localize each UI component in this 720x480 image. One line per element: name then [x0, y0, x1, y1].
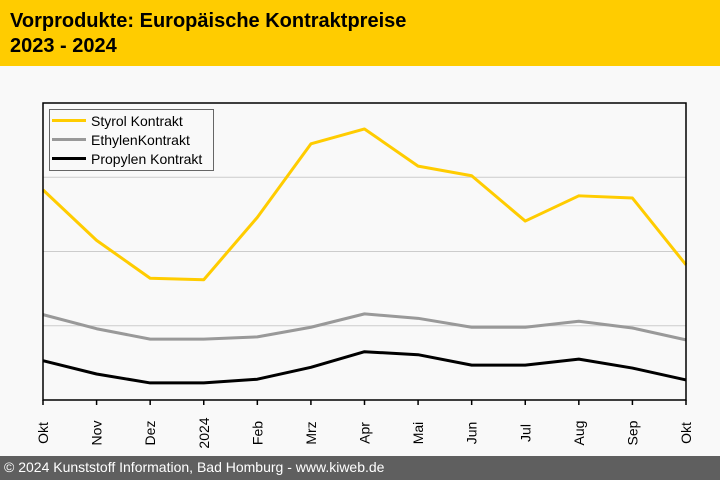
x-tick-label: Okt [678, 422, 694, 444]
title-line-2: 2023 - 2024 [10, 35, 117, 57]
x-tick-label: Aug [571, 421, 587, 446]
legend-item-propylen: Propylen Kontrakt [52, 149, 202, 168]
x-tick-label: Feb [249, 421, 265, 445]
title-line-1: Vorprodukte: Europäische Kontraktpreise [10, 10, 407, 32]
x-tick-label: Nov [89, 421, 105, 446]
page-title: Vorprodukte: Europäische Kontraktpreise … [10, 9, 406, 59]
x-tick-label: Mrz [303, 421, 319, 444]
legend-label-ethylen: EthylenKontrakt [91, 131, 190, 148]
chart-legend: Styrol Kontrakt EthylenKontrakt Propylen… [49, 109, 214, 171]
x-tick-label: Dez [142, 421, 158, 446]
legend-item-ethylen: EthylenKontrakt [52, 130, 190, 149]
x-tick-label: Mai [410, 422, 426, 445]
x-tick-label: Jul [517, 424, 533, 442]
legend-item-styrol: Styrol Kontrakt [52, 111, 183, 130]
series-line-1 [42, 312, 687, 342]
x-tick-label: Sep [624, 420, 640, 445]
x-tick-label: Okt [35, 422, 51, 444]
x-tick-label: Jun [464, 422, 480, 445]
x-tick-label: 2024 [196, 417, 212, 448]
line-chart: Okt Nov Dez 2024 Feb Mrz Apr Mai Jun Jul Aug Sep Okt [35, 102, 694, 449]
series-line-2 [42, 350, 687, 385]
header-banner: Vorprodukte: Europäische Kontraktpreise … [0, 0, 720, 66]
legend-label-propylen: Propylen Kontrakt [91, 150, 203, 167]
legend-swatch-propylen [52, 157, 86, 160]
legend-swatch-ethylen [52, 138, 86, 141]
x-tick-label: Apr [357, 422, 373, 444]
legend-swatch-styrol [52, 119, 86, 122]
footer-bar: © 2024 Kunststoff Information, Bad Hombu… [0, 456, 720, 480]
legend-label-styrol: Styrol Kontrakt [91, 112, 183, 129]
copyright-text: © 2024 Kunststoff Information, Bad Hombu… [4, 459, 385, 475]
